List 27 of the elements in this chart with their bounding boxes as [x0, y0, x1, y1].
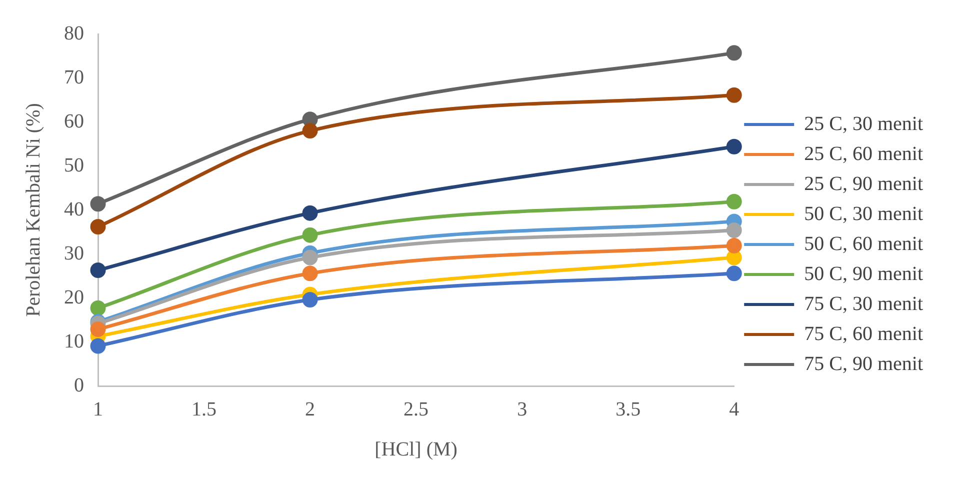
y-tick-label: 40 [64, 198, 84, 220]
legend-label: 75 C, 90 menit [804, 352, 924, 375]
x-tick-label: 2 [305, 398, 316, 420]
x-tick-label: 4 [729, 398, 740, 420]
y-axis-title: Perolehan Kembali Ni (%) [22, 103, 44, 317]
legend-label: 25 C, 30 menit [804, 112, 924, 135]
y-tick-label: 70 [64, 66, 84, 88]
legend-label: 50 C, 60 menit [804, 232, 924, 255]
x-tick-label: 2.5 [404, 398, 429, 420]
legend-label: 75 C, 60 menit [804, 322, 924, 345]
y-tick-label: 80 [64, 22, 84, 44]
legend-label: 50 C, 90 menit [804, 262, 924, 285]
y-tick-label: 30 [64, 242, 84, 264]
y-tick-label: 0 [74, 374, 84, 396]
legend-label: 75 C, 30 menit [804, 292, 924, 315]
x-axis-title: [HCl] (M) [374, 438, 458, 460]
x-tick-label: 1 [93, 398, 103, 420]
x-tick-label: 1.5 [192, 398, 217, 420]
y-tick-label: 60 [64, 110, 84, 132]
x-tick-label: 3.5 [616, 398, 641, 420]
y-tick-label: 20 [64, 286, 84, 308]
legend-label: 50 C, 30 menit [804, 202, 924, 225]
x-tick-label: 3 [517, 398, 528, 420]
legend-label: 25 C, 60 menit [804, 142, 924, 165]
y-tick-label: 50 [64, 154, 84, 176]
legend-label: 25 C, 90 menit [804, 172, 924, 195]
y-tick-label: 10 [64, 330, 84, 352]
